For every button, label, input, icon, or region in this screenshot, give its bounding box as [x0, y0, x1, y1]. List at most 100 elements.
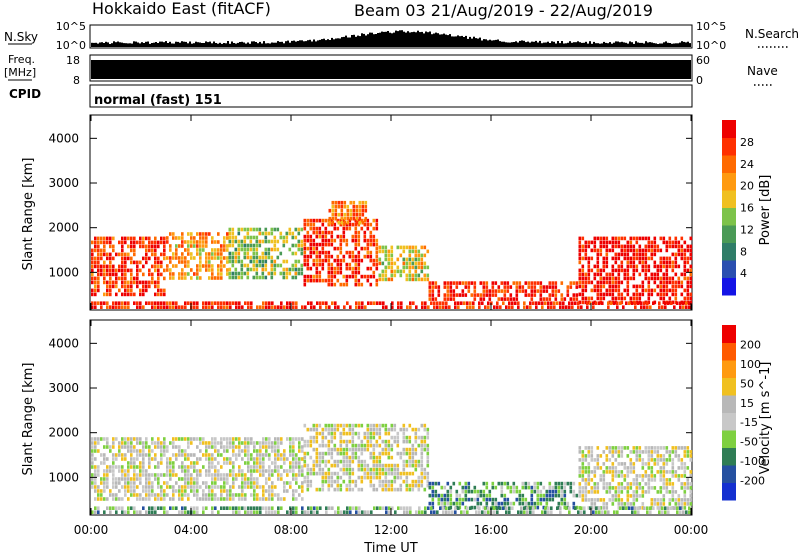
velocity-cell: [336, 459, 340, 464]
power-cell: [166, 240, 169, 244]
power-cell: [246, 263, 250, 268]
velocity-cell: [659, 454, 663, 458]
nsky-bar: [151, 43, 153, 47]
nsky-bar: [519, 40, 521, 47]
power-cell: [262, 301, 265, 305]
velocity-cell: [226, 493, 229, 497]
power-cell: [145, 256, 148, 261]
velocity-cell: [665, 486, 669, 490]
nsky-bar: [301, 40, 303, 47]
power-cell: [130, 280, 133, 285]
power-cell: [590, 288, 594, 293]
power-cell: [566, 289, 570, 293]
velocity-cell: [587, 482, 591, 486]
velocity-cell: [100, 477, 103, 481]
power-cell: [330, 266, 334, 271]
nsky-bar: [555, 43, 557, 47]
velocity-cell: [268, 457, 271, 461]
velocity-cell: [372, 467, 376, 472]
velocity-cell: [375, 459, 379, 464]
velocity-heatmap: [91, 423, 693, 514]
velocity-cell: [244, 473, 247, 477]
velocity-cell: [536, 493, 540, 498]
velocity-cell: [321, 455, 325, 460]
power-cell: [449, 289, 453, 293]
velocity-cell: [336, 463, 340, 468]
velocity-cell: [578, 450, 582, 454]
power-cell: [554, 293, 558, 297]
power-cell: [369, 258, 373, 263]
velocity-cell: [446, 497, 450, 502]
power-cell: [258, 263, 262, 268]
velocity-cell: [163, 489, 166, 493]
velocity-cell: [145, 510, 148, 514]
power-cell: [237, 255, 241, 260]
power-cell: [647, 264, 651, 269]
power-cell: [349, 216, 353, 221]
velocity-cell: [256, 449, 259, 453]
power-cell: [635, 268, 639, 273]
velocity-cell: [406, 506, 409, 510]
velocity-cell: [482, 493, 486, 498]
power-cell: [124, 272, 127, 277]
power-cell: [641, 268, 645, 273]
velocity-cell: [193, 437, 196, 441]
velocity-cell: [683, 490, 687, 494]
velocity-cell: [235, 473, 238, 477]
velocity-cell: [256, 506, 259, 510]
velocity-cell: [508, 506, 511, 510]
velocity-cell: [569, 489, 573, 494]
velocity-cell: [268, 506, 271, 510]
velocity-cell: [505, 510, 508, 514]
power-cell: [205, 301, 208, 305]
velocity-cell: [232, 497, 235, 501]
velocity-cell: [142, 453, 145, 457]
power-cell: [312, 218, 316, 223]
power-cell: [237, 227, 241, 232]
power-cell: [385, 305, 388, 309]
power-cell: [139, 305, 142, 309]
velocity-cell: [193, 510, 196, 514]
velocity-cell: [262, 485, 265, 489]
velocity-cell: [238, 469, 241, 473]
velocity-cell: [193, 465, 196, 469]
power-cell: [524, 289, 528, 293]
power-cell: [330, 278, 334, 283]
velocity-cell: [238, 497, 241, 501]
power-cell: [160, 305, 163, 309]
velocity-cell: [286, 469, 289, 473]
velocity-cell: [148, 453, 151, 457]
power-cell: [157, 301, 160, 305]
power-cell: [533, 281, 537, 285]
power-cell: [668, 240, 672, 245]
velocity-cell: [455, 489, 459, 494]
power-cell: [214, 252, 217, 256]
power-cell: [187, 248, 190, 252]
nsky-bar: [451, 36, 453, 47]
power-cell: [160, 272, 163, 277]
power-cell: [625, 301, 628, 305]
power-cell: [366, 242, 370, 247]
power-cell: [482, 281, 486, 285]
power-cell: [318, 258, 322, 263]
velocity-cell: [265, 449, 268, 453]
nsky-bar: [249, 43, 251, 47]
power-cell: [434, 281, 438, 285]
power-cell: [226, 305, 229, 309]
power-cell: [309, 250, 313, 255]
power-cell: [348, 254, 352, 259]
velocity-cell: [378, 455, 382, 460]
velocity-cell: [112, 441, 115, 445]
velocity-cell: [220, 453, 223, 457]
velocity-cell: [208, 493, 211, 497]
velocity-cell: [403, 510, 406, 514]
velocity-cell: [241, 473, 244, 477]
power-cell: [664, 305, 667, 309]
power-cell: [124, 276, 127, 281]
power-cell: [578, 280, 582, 285]
nsky-bar: [503, 41, 505, 47]
velocity-cell: [274, 449, 277, 453]
velocity-cell: [151, 473, 154, 477]
velocity-cell: [205, 481, 208, 485]
velocity-cell: [342, 427, 346, 432]
